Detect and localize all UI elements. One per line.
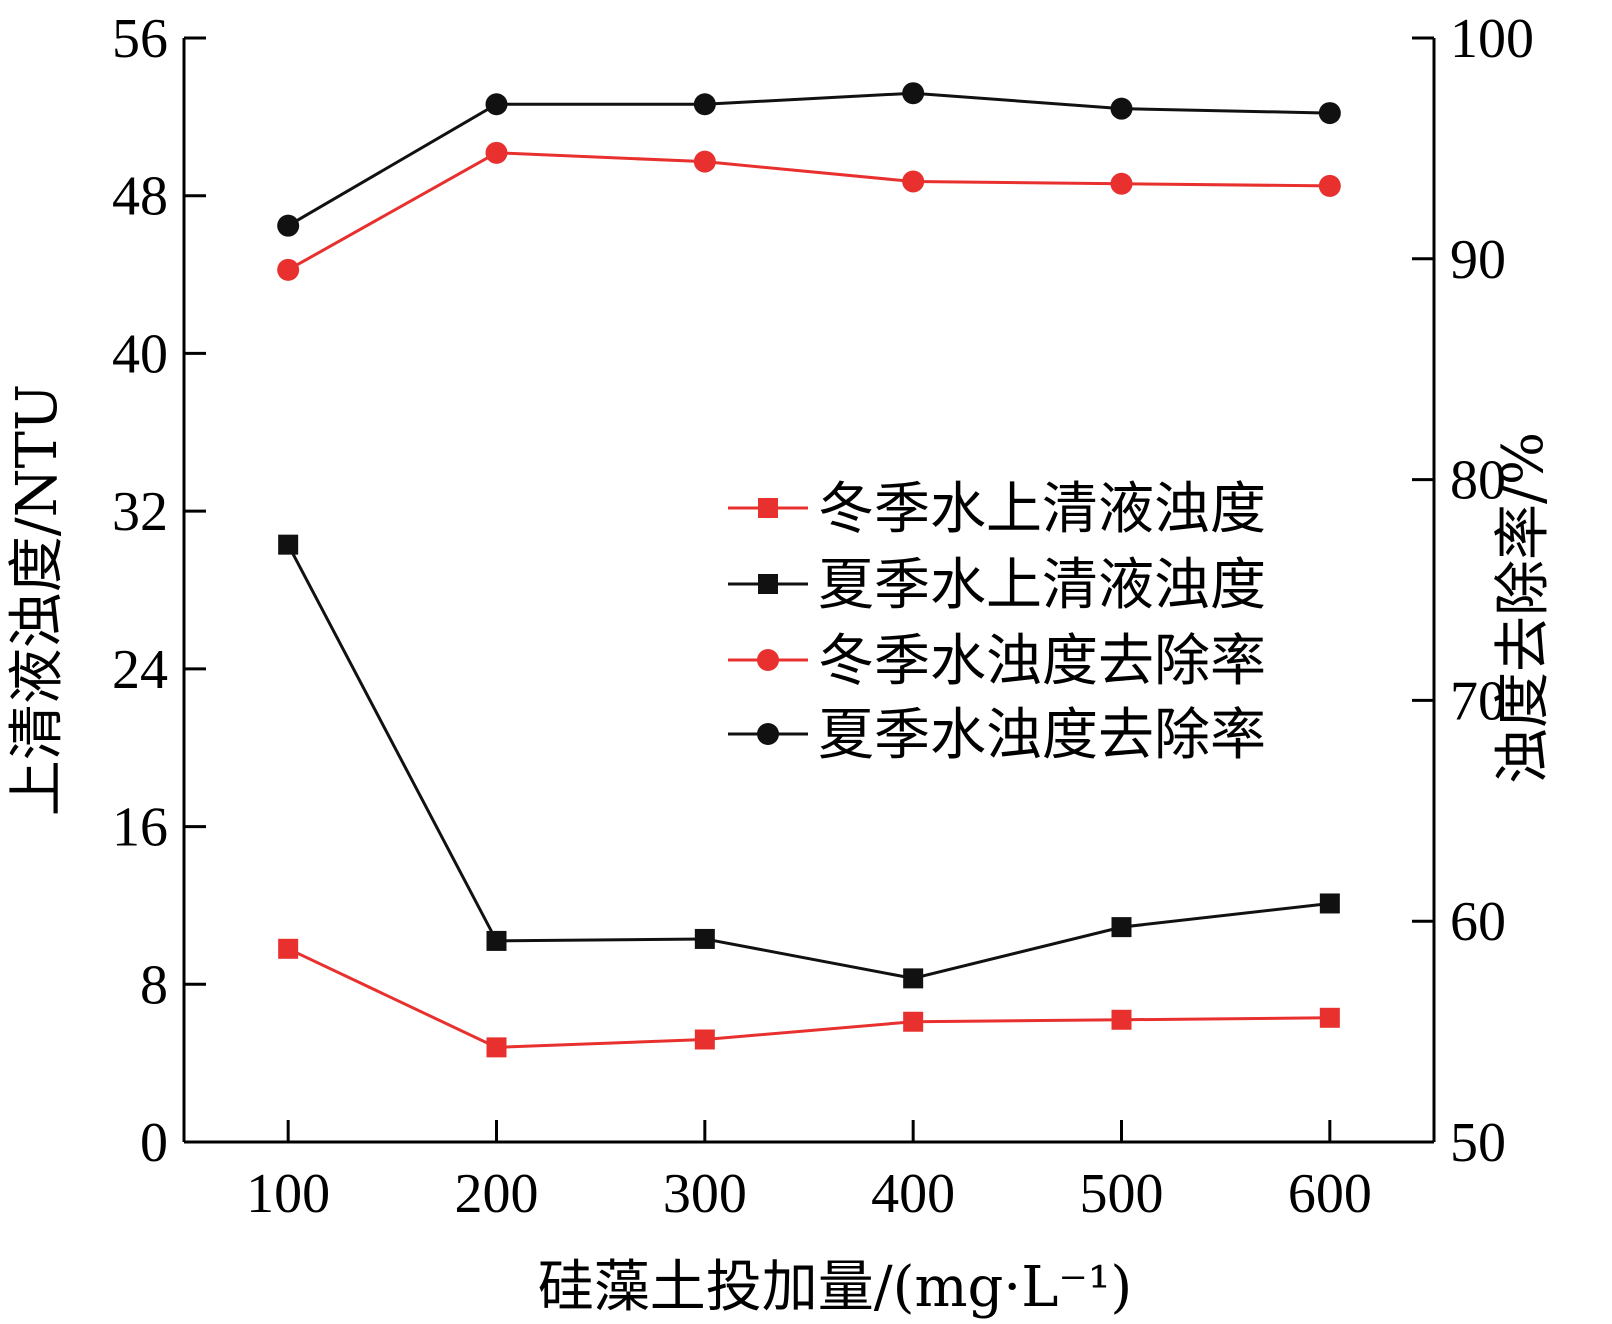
y-axis-title: 上清液浊度/NTU (5, 384, 70, 816)
series-layer (277, 82, 1341, 1058)
square-point (1319, 1007, 1340, 1028)
y-tick-label: 8 (140, 954, 168, 1016)
y-tick-label: 56 (112, 8, 168, 70)
x-axis-title: 硅藻土投加量/(mg·L⁻¹) (538, 1255, 1133, 1320)
square-point (278, 534, 299, 555)
circle-point (1318, 174, 1341, 197)
x-tick-label: 300 (663, 1163, 747, 1225)
square-point (1111, 1009, 1132, 1030)
legend-label: 夏季水上清液浊度 (818, 553, 1266, 618)
legend-square-marker (758, 498, 778, 518)
circle-point (485, 141, 508, 164)
series-line (286, 543, 1331, 980)
x-tick-label: 400 (871, 1163, 955, 1225)
legend-circle-marker (757, 649, 779, 671)
series-1 (278, 938, 1340, 1058)
legend-square-marker (758, 574, 778, 594)
x-tick-label: 100 (246, 1163, 330, 1225)
circle-point (1110, 172, 1133, 195)
legend-circle-marker (757, 723, 779, 745)
x-tick-label: 600 (1288, 1163, 1372, 1225)
legend-item: 夏季水浊度去除率 (728, 703, 1266, 768)
circle-point (277, 258, 300, 281)
series-4 (277, 82, 1341, 237)
square-point (486, 930, 507, 951)
legend-item: 冬季水浊度去除率 (728, 629, 1266, 694)
circle-point (485, 93, 508, 116)
x-tick-label: 500 (1080, 1163, 1164, 1225)
circle-point (693, 150, 716, 173)
y2-tick-label: 90 (1450, 229, 1506, 291)
square-point (694, 928, 715, 949)
circle-point (902, 82, 925, 105)
square-point (903, 968, 924, 989)
square-point (694, 1029, 715, 1050)
series-line (287, 91, 1330, 227)
legend-label: 冬季水浊度去除率 (818, 629, 1266, 694)
y-tick-label: 0 (140, 1112, 168, 1174)
legend-item: 冬季水上清液浊度 (728, 477, 1266, 542)
y2-tick-label: 80 (1450, 450, 1506, 512)
axes: 100 200 300 400 500 600 0 8 16 24 32 40 48 56 50 60 70 80… (112, 8, 1534, 1225)
series-2 (278, 534, 1340, 989)
circle-point (277, 214, 300, 237)
series-3 (277, 141, 1341, 281)
circle-point (1110, 97, 1133, 120)
y2-tick-label: 100 (1450, 8, 1534, 70)
series-line (287, 947, 1330, 1049)
y2-axis-title: 浊度去除率/% (1491, 432, 1556, 784)
y-tick-label: 16 (112, 797, 168, 859)
square-point (903, 1011, 924, 1032)
legend-item: 夏季水上清液浊度 (728, 553, 1266, 618)
y2-tick-label: 60 (1450, 891, 1506, 953)
circle-point (693, 93, 716, 116)
square-point (1111, 917, 1132, 938)
square-point (1319, 893, 1340, 914)
legend-label: 冬季水上清液浊度 (818, 477, 1266, 542)
square-point (486, 1037, 507, 1058)
y-tick-label: 48 (112, 166, 168, 228)
y2-tick-label: 70 (1450, 670, 1506, 732)
square-point (278, 938, 299, 959)
circle-point (902, 170, 925, 193)
y-tick-label: 32 (112, 481, 168, 543)
series-line (287, 151, 1330, 272)
y-tick-label: 40 (112, 323, 168, 385)
x-tick-label: 200 (455, 1163, 539, 1225)
y-tick-label: 24 (112, 639, 168, 701)
legend-label: 夏季水浊度去除率 (818, 703, 1266, 768)
y2-tick-label: 50 (1450, 1112, 1506, 1174)
circle-point (1318, 102, 1341, 125)
